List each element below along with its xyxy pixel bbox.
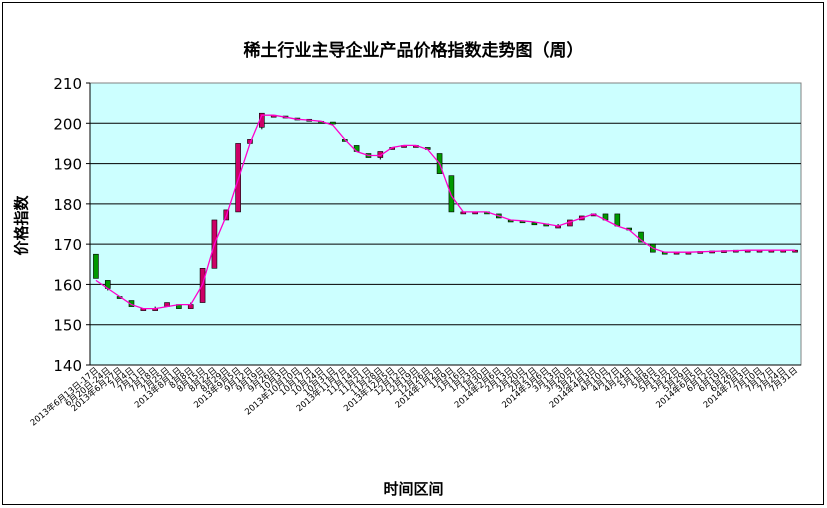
y-tick-label: 190 (53, 156, 82, 174)
candle-box (93, 253, 99, 279)
y-tick-label: 210 (53, 75, 82, 93)
y-tick-label: 180 (53, 196, 82, 214)
candle-box (448, 175, 455, 213)
trend-line (95, 114, 796, 310)
plot-area (89, 82, 802, 366)
y-tick-label: 170 (53, 236, 82, 254)
y-tick-label: 140 (53, 357, 82, 375)
chart-title: 稀土行业主导企业产品价格指数走势图（周） (243, 41, 584, 61)
x-axis-label: 时间区间 (383, 480, 444, 498)
y-tick-label: 160 (53, 276, 82, 294)
candle-box (614, 213, 621, 227)
candle-box (531, 222, 538, 226)
candle-box (638, 231, 644, 243)
candle-box (330, 121, 336, 125)
y-tick-label: 200 (53, 115, 82, 133)
y-tick-label: 150 (53, 317, 82, 335)
